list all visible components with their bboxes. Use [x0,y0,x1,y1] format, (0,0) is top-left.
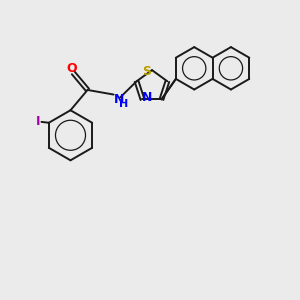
Text: O: O [67,62,77,75]
Text: S: S [142,65,151,78]
Text: H: H [119,99,129,109]
Text: N: N [142,92,152,104]
Text: N: N [114,93,124,106]
Text: I: I [35,115,40,128]
